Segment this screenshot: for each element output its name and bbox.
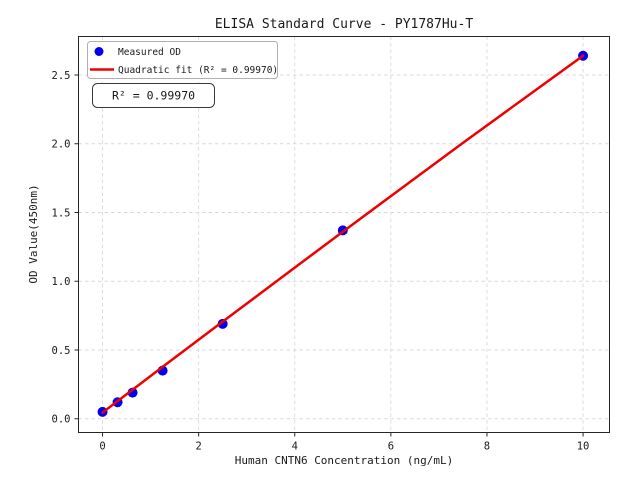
x-tick-label: 4 bbox=[292, 441, 298, 453]
x-tick-label: 0 bbox=[99, 441, 105, 453]
legend-label-quadratic-fit: Quadratic fit (R² = 0.99970) bbox=[118, 65, 278, 76]
y-tick-label: 2.5 bbox=[52, 70, 71, 82]
plot-area-border bbox=[78, 36, 610, 433]
y-tick-label: 1.0 bbox=[52, 276, 71, 288]
y-axis-label: OD Value(450nm) bbox=[27, 184, 40, 283]
series-layer bbox=[97, 50, 589, 417]
measured-od-point bbox=[217, 318, 228, 329]
annotation-box bbox=[92, 83, 215, 108]
tick-layer: 0 2 4 6 8 10 0.0 0.5 1.0 1.5 2.0 2.5 bbox=[52, 70, 590, 453]
x-tick-label: 2 bbox=[195, 441, 201, 453]
grid-layer bbox=[78, 36, 610, 433]
legend: Measured OD Quadratic fit (R² = 0.99970) bbox=[87, 41, 278, 79]
x-tick-label: 8 bbox=[484, 441, 490, 453]
y-tick-label: 1.5 bbox=[52, 207, 71, 219]
legend-box bbox=[87, 41, 278, 79]
legend-marker-measured-od bbox=[94, 47, 104, 56]
y-tick-label: 2.0 bbox=[52, 139, 71, 151]
r-squared-annotation: R² = 0.99970 bbox=[92, 83, 215, 108]
x-tick-label: 10 bbox=[577, 441, 590, 453]
y-tick-label: 0.5 bbox=[52, 345, 71, 357]
annotation-text: R² = 0.99970 bbox=[112, 89, 195, 103]
x-tick-label: 6 bbox=[388, 441, 394, 453]
chart-title: ELISA Standard Curve - PY1787Hu-T bbox=[215, 17, 473, 32]
quadratic-fit-line bbox=[101, 54, 585, 414]
x-axis-label: Human CNTN6 Concentration (ng/mL) bbox=[235, 454, 454, 467]
legend-label-measured-od: Measured OD bbox=[118, 47, 181, 58]
y-tick-label: 0.0 bbox=[52, 414, 71, 426]
